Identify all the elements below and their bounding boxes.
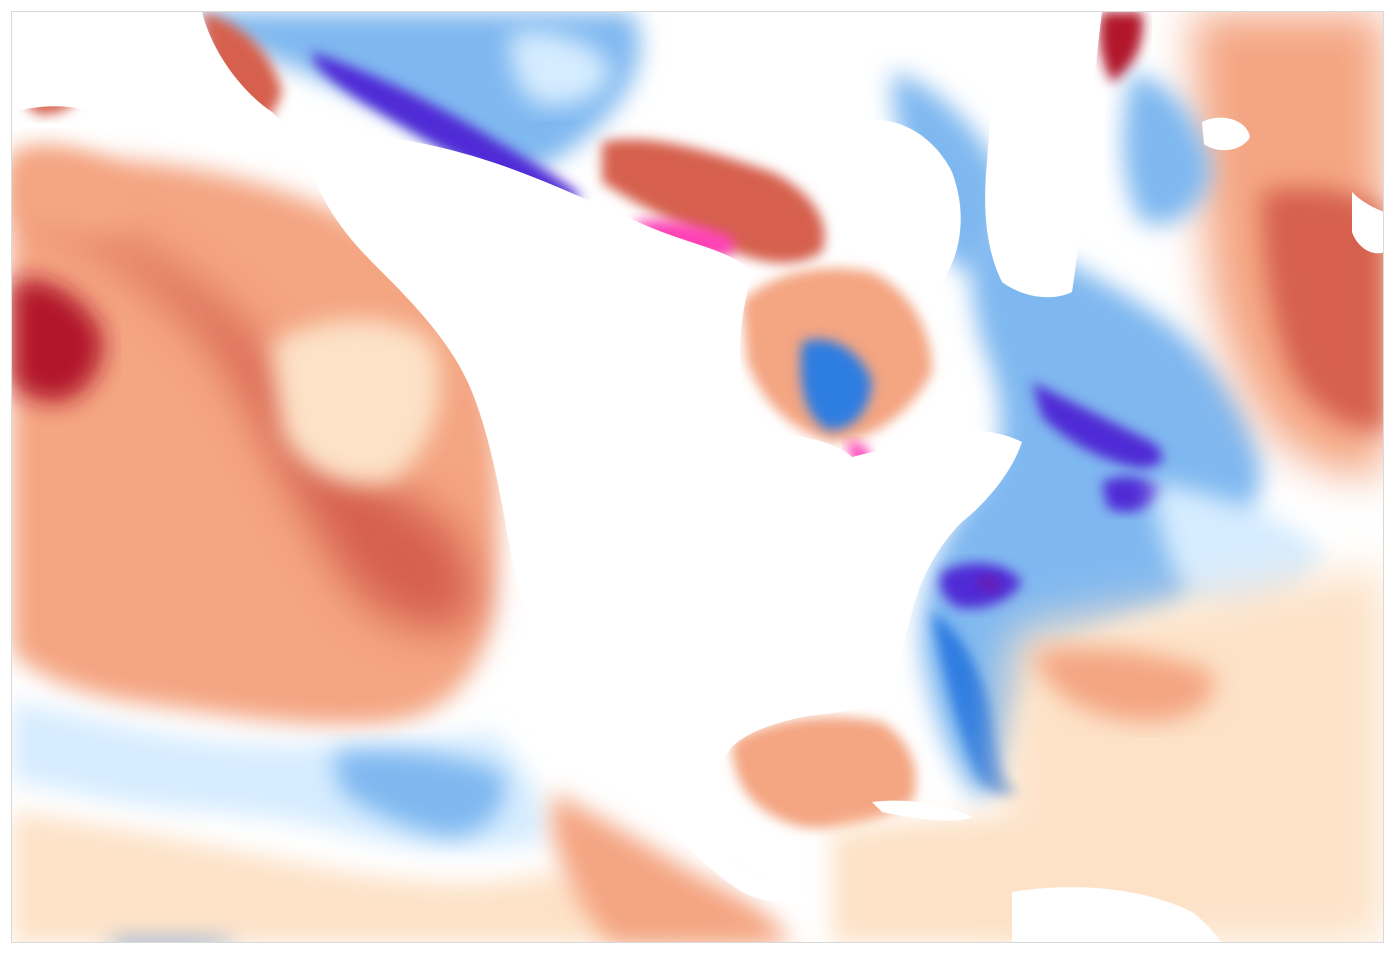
sst-anomaly-map[interactable]	[11, 11, 1384, 943]
anomaly-layer	[12, 12, 1383, 942]
equatorial-warm-band	[12, 812, 772, 942]
south-america-land	[1012, 887, 1221, 942]
gulf-of-mexico-warm	[732, 717, 916, 829]
land-layer	[12, 12, 1383, 942]
europe-land	[1352, 192, 1383, 254]
tropical-pacific-cool-core	[332, 750, 505, 837]
beaufort-light-cool	[510, 31, 612, 106]
greenland-west-warm	[1099, 12, 1143, 82]
gulf-stream-peak-cool	[977, 575, 1001, 593]
map-canvas	[12, 12, 1383, 942]
gulf-of-alaska-warm-patch	[272, 319, 440, 485]
central-america-warm-coast	[552, 792, 791, 942]
nw-pacific-warm-edge	[12, 145, 142, 232]
subtropical-warm-core	[1032, 648, 1214, 722]
north-pacific-warm-core	[12, 207, 475, 630]
canadian-archipelago-warm	[602, 139, 825, 263]
norwegian-sea-cool	[1123, 72, 1212, 225]
northeast-atlantic-warm-core	[1262, 188, 1383, 432]
north-atlantic-cool-band	[921, 232, 1262, 802]
cuba-land	[872, 800, 972, 821]
alaska-land	[12, 12, 302, 154]
north-atlantic-cool-core	[1032, 382, 1163, 468]
hudson-bay-cool-interior	[800, 339, 872, 431]
mid-atlantic-cool-knot	[1102, 476, 1162, 512]
baffin-island-land	[852, 119, 961, 286]
east-atlantic-light-cool	[1152, 482, 1322, 612]
north-america-land	[302, 133, 1022, 904]
western-atlantic-cool-strip	[932, 612, 1022, 796]
west-pacific-extreme-warm	[12, 279, 103, 402]
iceland-land	[1202, 117, 1250, 151]
arctic-cool-core	[312, 52, 582, 203]
greenland-land	[985, 12, 1102, 298]
